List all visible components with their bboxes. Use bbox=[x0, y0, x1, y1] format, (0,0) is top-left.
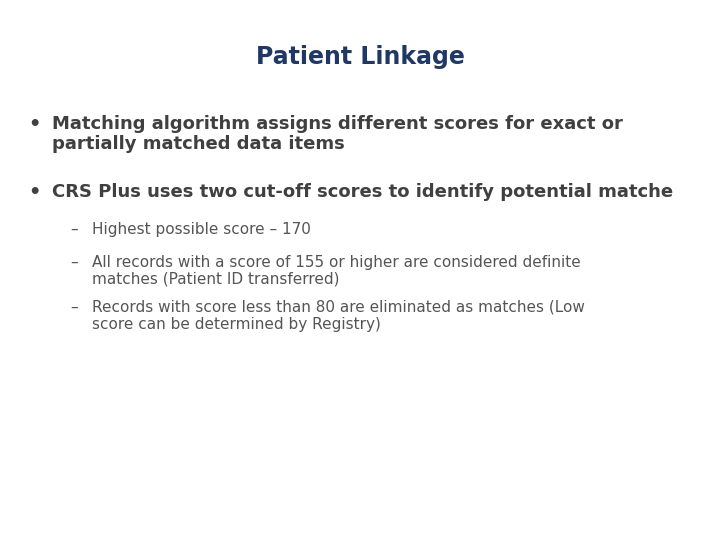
Text: All records with a score of 155 or higher are considered definite: All records with a score of 155 or highe… bbox=[92, 255, 581, 270]
Text: Highest possible score – 170: Highest possible score – 170 bbox=[92, 222, 311, 237]
Text: score can be determined by Registry): score can be determined by Registry) bbox=[92, 317, 381, 332]
Text: Records with score less than 80 are eliminated as matches (Low: Records with score less than 80 are elim… bbox=[92, 300, 585, 315]
Text: Matching algorithm assigns different scores for exact or: Matching algorithm assigns different sco… bbox=[52, 115, 623, 133]
Text: partially matched data items: partially matched data items bbox=[52, 135, 345, 153]
Text: •: • bbox=[28, 115, 40, 134]
Text: matches (Patient ID transferred): matches (Patient ID transferred) bbox=[92, 272, 340, 287]
Text: –: – bbox=[70, 255, 78, 270]
Text: –: – bbox=[70, 222, 78, 237]
Text: Patient Linkage: Patient Linkage bbox=[256, 45, 464, 69]
Text: –: – bbox=[70, 300, 78, 315]
Text: CRS Plus uses two cut-off scores to identify potential matche: CRS Plus uses two cut-off scores to iden… bbox=[52, 183, 673, 201]
Text: •: • bbox=[28, 183, 40, 202]
